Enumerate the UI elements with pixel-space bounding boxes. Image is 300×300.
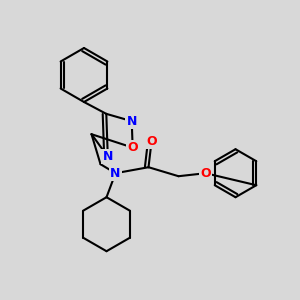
Text: N: N [103,150,113,163]
Text: N: N [127,115,137,128]
Text: O: O [200,167,211,180]
Text: N: N [110,167,121,180]
Text: O: O [127,141,138,154]
Text: O: O [146,135,157,148]
